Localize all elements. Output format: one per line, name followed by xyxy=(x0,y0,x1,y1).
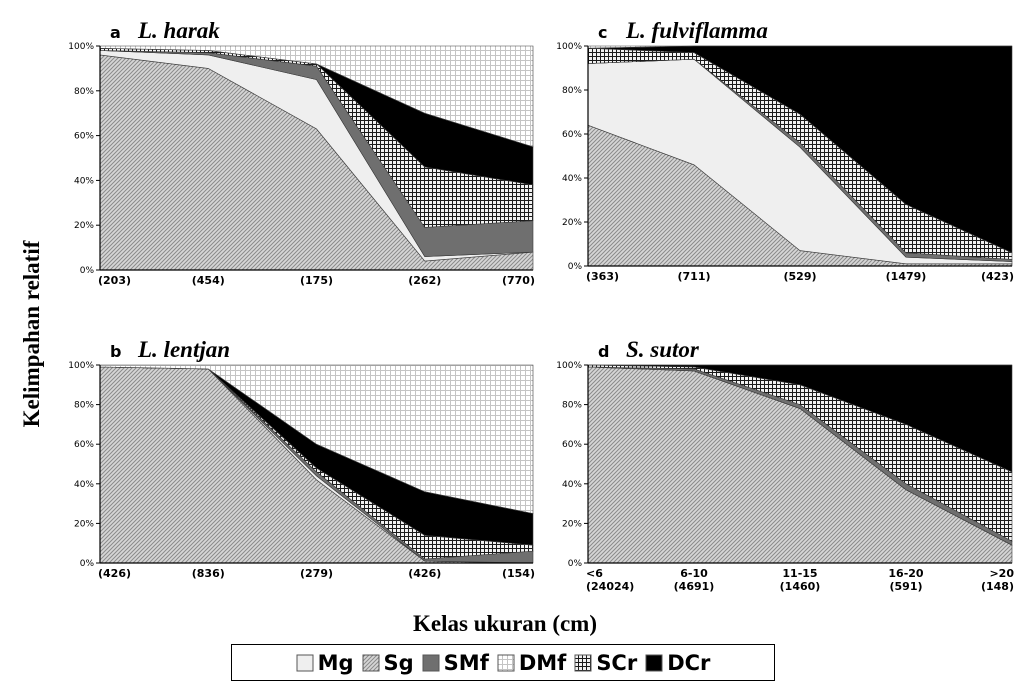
x-tick-label: (1479) xyxy=(886,270,927,283)
y-tick-label: 80% xyxy=(562,86,582,96)
legend-label: Sg xyxy=(383,650,414,675)
y-tick-label: 100% xyxy=(556,42,582,52)
legend-swatch-SMf xyxy=(422,654,440,671)
panel-title: L. fulviflamma xyxy=(625,18,768,43)
area-c-DMf xyxy=(587,45,1012,49)
legend-label: SCr xyxy=(596,650,638,675)
chart-panel-d: 0% 20% 40% 60% 80% 100% <6(24024) 6-10(4691) 11-… xyxy=(556,337,1014,593)
x-tick-label: (529) xyxy=(783,270,816,283)
chart-panels: 0% 20% 40% 60% 80% 100% (203) (454) (175) (262) (7… xyxy=(68,18,1014,593)
y-axis-label: Kelimpahan relatif xyxy=(19,240,44,428)
legend-label: Mg xyxy=(317,650,354,675)
panel-letter: b xyxy=(110,342,121,361)
x-tick-label: (454) xyxy=(192,274,225,287)
y-tick-label: 20% xyxy=(74,221,94,231)
x-tick-label: (711) xyxy=(677,270,710,283)
panel-title: L. harak xyxy=(137,18,220,43)
y-tick-label: 0% xyxy=(80,559,95,569)
panel-letter: d xyxy=(598,342,609,361)
x-tick-sample-size: (24024) xyxy=(586,580,634,593)
y-tick-label: 80% xyxy=(74,87,94,97)
y-tick-label: 0% xyxy=(568,262,583,272)
x-axis-label: Kelas ukuran (cm) xyxy=(413,611,597,636)
y-tick-label: 0% xyxy=(568,559,583,569)
legend-item-SCr: SCr xyxy=(574,651,637,675)
x-tick-label: (262) xyxy=(408,274,441,287)
x-tick-label: (426) xyxy=(98,567,131,580)
x-tick-label: 16-20 xyxy=(888,567,924,580)
x-tick-sample-size: (148) xyxy=(981,580,1014,593)
x-tick-label: (279) xyxy=(300,567,333,580)
y-tick-label: 40% xyxy=(562,480,582,490)
y-tick-label: 40% xyxy=(74,480,94,490)
x-tick-label: (836) xyxy=(192,567,225,580)
legend-label: DCr xyxy=(667,650,711,675)
panel-title: S. sutor xyxy=(626,337,700,362)
chart-panel-a: 0% 20% 40% 60% 80% 100% (203) (454) (175) (262) (7… xyxy=(68,18,535,287)
x-tick-label: (203) xyxy=(98,274,131,287)
legend-item-Sg: Sg xyxy=(362,651,414,675)
panel-letter: a xyxy=(110,23,121,42)
x-tick-label: >20 xyxy=(989,567,1014,580)
x-tick-sample-size: (1460) xyxy=(780,580,821,593)
area-b-DMf xyxy=(99,364,534,514)
x-tick-label: <6 xyxy=(586,567,603,580)
legend-swatch-SCr xyxy=(574,654,592,671)
legend-swatch-Mg xyxy=(296,654,314,671)
y-tick-label: 60% xyxy=(74,132,94,142)
x-tick-sample-size: (4691) xyxy=(674,580,715,593)
y-tick-label: 20% xyxy=(562,218,582,228)
y-tick-label: 60% xyxy=(562,130,582,140)
y-tick-label: 60% xyxy=(74,440,94,450)
legend-item-SMf: SMf xyxy=(422,651,489,675)
chart-panel-c: 0% 20% 40% 60% 80% 100% (363) (711) (529) (1479) (… xyxy=(556,18,1014,283)
x-tick-label: (426) xyxy=(408,567,441,580)
legend-swatch-Sg xyxy=(362,654,379,671)
legend-item-Mg: Mg xyxy=(296,651,354,675)
x-tick-label: (363) xyxy=(586,270,619,283)
y-tick-label: 80% xyxy=(562,401,582,411)
legend-label: SMf xyxy=(443,650,489,675)
x-tick-label: (154) xyxy=(502,567,535,580)
y-tick-label: 100% xyxy=(68,361,94,371)
legend-swatch-DCr xyxy=(645,654,663,671)
x-tick-label: (770) xyxy=(502,274,535,287)
x-tick-label: (423) xyxy=(981,270,1014,283)
x-tick-label: (175) xyxy=(300,274,333,287)
legend-item-DCr: DCr xyxy=(645,651,710,675)
legend: Mg Sg SMf DMf SCr DCr xyxy=(231,644,775,681)
y-tick-label: 20% xyxy=(74,519,94,529)
panel-title: L. lentjan xyxy=(137,337,230,362)
y-tick-label: 40% xyxy=(74,176,94,186)
area-a-DMf xyxy=(99,45,534,148)
legend-item-DMf: DMf xyxy=(497,651,566,675)
y-tick-label: 60% xyxy=(562,440,582,450)
y-tick-label: 40% xyxy=(562,174,582,184)
x-tick-sample-size: (591) xyxy=(889,580,922,593)
y-tick-label: 80% xyxy=(74,401,94,411)
x-tick-label: 11-15 xyxy=(782,567,817,580)
legend-swatch-DMf xyxy=(497,654,515,671)
legend-label: DMf xyxy=(518,650,567,675)
y-tick-label: 100% xyxy=(556,361,582,371)
y-tick-label: 20% xyxy=(562,519,582,529)
y-tick-label: 100% xyxy=(68,42,94,52)
x-tick-label: 6-10 xyxy=(680,567,708,580)
chart-panel-b: 0% 20% 40% 60% 80% 100% (426) (836) (279) (426) (1… xyxy=(68,337,535,580)
panel-letter: c xyxy=(598,23,607,42)
y-tick-label: 0% xyxy=(80,266,95,276)
